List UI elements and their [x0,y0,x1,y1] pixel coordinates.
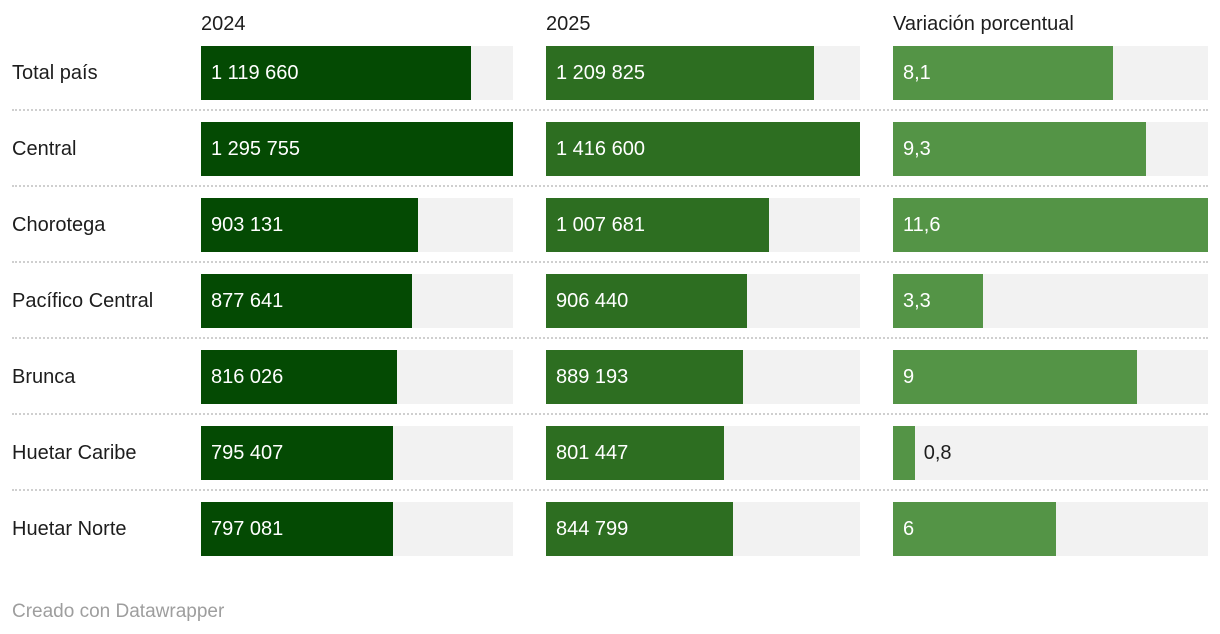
bar-value-label: 816 026 [211,365,284,388]
bar-track-y2024: 795 407 [201,426,513,480]
bar-y2025: 844 799 [546,502,734,556]
bar-track-y2024: 877 641 [201,274,513,328]
bar-value-label: 9 [903,365,915,388]
bar-variation: 11,6 [893,198,1208,252]
row-label: Brunca [12,365,76,388]
table-row: Total país 1 119 660 1 209 825 8,1 [12,35,1208,111]
bar-value-label: 906 440 [556,289,629,312]
bar-value-label: 1 416 600 [556,137,645,160]
bar-value-label: 3,3 [903,289,931,312]
row-label: Huetar Caribe [12,441,137,464]
table-row: Brunca 816 026 889 193 9 [12,339,1208,415]
chart-rows: Total país 1 119 660 1 209 825 8,1 Central 1 … [12,35,1208,565]
bar-y2024: 1 119 660 [201,46,471,100]
bar-variation [893,426,915,480]
bar-value-label: 9,3 [903,137,931,160]
bar-y2025: 1 209 825 [546,46,815,100]
bar-variation: 8,1 [893,46,1113,100]
bar-value-label: 844 799 [556,517,629,540]
bar-y2024: 1 295 755 [201,122,513,176]
bar-value-label: 795 407 [211,441,284,464]
bar-value-label: 889 193 [556,365,629,388]
bar-y2025: 889 193 [546,350,744,404]
bar-value-label: 1 119 660 [211,61,299,84]
bar-value-label: 801 447 [556,441,629,464]
bar-track-variation: 11,6 [893,198,1208,252]
row-label: Chorotega [12,213,106,236]
bar-y2025: 801 447 [546,426,724,480]
bar-track-y2025: 1 416 600 [546,122,860,176]
row-label: Total país [12,61,98,84]
table-row: Central 1 295 755 1 416 600 9,3 [12,111,1208,187]
chart: 2024 2025 Variación porcentual Total paí… [12,0,1208,565]
row-label: Huetar Norte [12,517,127,540]
bar-track-y2025: 844 799 [546,502,860,556]
bar-value-label: 797 081 [211,517,284,540]
bar-value-label: 6 [903,517,915,540]
bar-value-label: 1 209 825 [556,61,645,84]
bar-track-y2025: 1 007 681 [546,198,860,252]
bar-y2024: 877 641 [201,274,413,328]
bar-track-variation: 8,1 [893,46,1208,100]
table-row: Huetar Caribe 795 407 801 447 0,8 [12,415,1208,491]
bar-y2024: 903 131 [201,198,419,252]
bar-y2025: 1 416 600 [546,122,860,176]
bar-track-variation: 9,3 [893,122,1208,176]
bar-value-label: 11,6 [903,213,941,236]
bar-y2024: 797 081 [201,502,393,556]
bar-variation: 3,3 [893,274,983,328]
bar-y2024: 795 407 [201,426,393,480]
bar-value-label: 903 131 [211,213,284,236]
column-header-2024: 2024 [201,13,246,35]
datawrapper-credit-link[interactable]: Creado con Datawrapper [12,601,225,622]
bar-track-y2025: 1 209 825 [546,46,860,100]
bar-y2024: 816 026 [201,350,398,404]
bar-track-y2025: 906 440 [546,274,860,328]
bar-variation: 9,3 [893,122,1146,176]
chart-footer: Creado con Datawrapper [12,601,1208,623]
bar-variation: 9 [893,350,1138,404]
bar-value-label: 877 641 [211,289,284,312]
row-label: Central [12,137,77,160]
bar-track-y2024: 1 119 660 [201,46,513,100]
bar-track-variation: 6 [893,502,1208,556]
bar-variation: 6 [893,502,1056,556]
bar-track-variation: 0,8 [893,426,1208,480]
bar-track-variation: 9 [893,350,1208,404]
bar-track-y2025: 801 447 [546,426,860,480]
bar-y2025: 906 440 [546,274,747,328]
column-header-2025: 2025 [546,13,591,35]
table-row: Huetar Norte 797 081 844 799 6 [12,491,1208,565]
bar-track-y2024: 1 295 755 [201,122,513,176]
table-row: Pacífico Central 877 641 906 440 3,3 [12,263,1208,339]
bar-value-label: 0,8 [923,441,952,464]
bar-track-y2024: 797 081 [201,502,513,556]
bar-value-label: 8,1 [903,61,931,84]
bar-track-y2024: 816 026 [201,350,513,404]
column-header-variation: Variación porcentual [893,13,1074,35]
bar-track-y2024: 903 131 [201,198,513,252]
bar-value-label: 1 007 681 [556,213,645,236]
row-label: Pacífico Central [12,289,154,312]
bar-track-variation: 3,3 [893,274,1208,328]
table-row: Chorotega 903 131 1 007 681 11,6 [12,187,1208,263]
bar-track-y2025: 889 193 [546,350,860,404]
bar-y2025: 1 007 681 [546,198,770,252]
column-headers: 2024 2025 Variación porcentual [12,0,1208,35]
bar-value-label: 1 295 755 [211,137,300,160]
